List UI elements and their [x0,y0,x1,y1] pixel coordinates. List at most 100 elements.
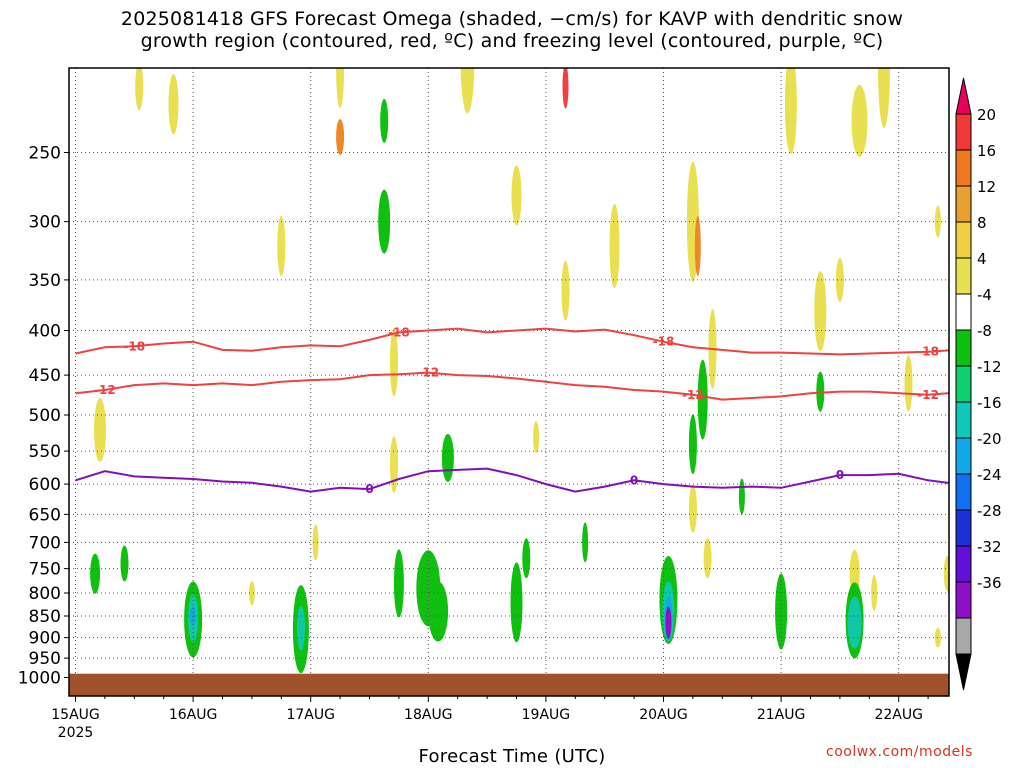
colorbar-label: -8 [977,322,992,340]
omega-cell [561,260,570,321]
omega-shading [84,0,1013,674]
omega-cell [390,436,398,493]
ground-fill [69,673,949,696]
colorbar-label: 16 [977,142,996,160]
colorbar-label: -36 [977,574,1002,592]
y-tick-label: 800 [29,584,61,604]
colorbar-swatch [955,401,972,439]
omega-cell [555,0,567,15]
omega-cell [771,68,772,69]
x-tick-label: 21AUG [757,707,806,723]
y-tick-label: 750 [29,560,61,580]
colorbar-swatch [955,113,972,151]
y-tick-label: 600 [29,475,61,495]
omega-cell [393,549,404,618]
omega-cell [336,119,345,155]
omega-cell [378,189,391,254]
colorbar-swatch [955,149,972,187]
omega-cell [784,68,797,155]
omega-cell [94,397,106,462]
colorbar-swatch [955,257,972,295]
omega-cell [918,68,919,69]
omega-cell [904,355,913,412]
omega-cell [1001,599,1013,651]
colorbar-label: -4 [977,286,992,304]
omega-cell [798,31,804,67]
omega-cell [312,524,319,561]
omega-cell [511,165,522,226]
omega-cell [694,216,701,276]
x-axis: 15AUG 16AUG 17AUG 18AUG 19AUG 20AUG 21AUG 22AUG… [51,696,929,741]
omega-cell [459,0,467,27]
colorbar-label: 12 [977,178,996,196]
omega-cell [982,0,992,24]
credit-text: coolwx.com/models [826,744,973,760]
x-tick-label: 20AUG [639,707,688,723]
omega-cell [135,68,144,111]
y-tick-label: 850 [29,607,61,627]
x-year-label: 2025 [58,725,94,741]
colorbar-swatch [955,545,972,583]
x-tick-label: 19AUG [522,707,571,723]
omega-cell [522,538,531,579]
omega-cell [620,0,628,27]
y-tick-label: 300 [29,213,61,233]
omega-cell [390,328,398,397]
omega-cell [510,562,523,643]
omega-cell [688,484,697,533]
omega-cell [380,98,389,143]
omega-cell [703,538,712,579]
y-tick-label: 350 [29,271,61,291]
omega-cell [775,573,788,650]
colorbar-swatch [955,437,972,475]
x-tick-label: 16AUG [169,707,218,723]
contours: -18 -18 -18 -18 -12 -12 -12 -12 0 0 0 [75,325,949,496]
omega-cell [120,545,129,582]
x-tick-label: 15AUG [51,707,100,723]
y-tick-label: 1000 [18,669,61,689]
colorbar-label: 20 [977,106,996,124]
colorbar-label: -28 [977,502,1002,520]
y-tick-label: 400 [29,322,61,342]
chart-title: 2025081418 GFS Forecast Omega (shaded, −… [0,8,1024,52]
y-tick-label: 550 [29,442,61,462]
colorbar-swatch [955,473,972,511]
omega-cell [400,0,418,44]
omega-cell [90,553,101,594]
omega-cell [609,204,620,288]
colorbar-swatch [955,185,972,223]
contour-minus18-label: -18 [388,325,410,339]
omega-cell [336,68,345,108]
colorbar-bottom-arrow [955,653,972,691]
omega-cell [871,575,878,611]
colorbar-swatch [955,617,972,655]
omega-cell [955,0,961,47]
title-line-2: growth region (contoured, red, ºC) and f… [140,30,884,52]
y-tick-label: 650 [29,505,61,525]
colorbar-swatch [955,581,972,619]
omega-cell [835,257,844,302]
omega-cell [296,606,305,651]
contour-minus12-label: -12 [917,388,939,402]
colorbar-label: -32 [977,538,1002,556]
omega-cell [428,581,449,642]
omega-cell [665,606,672,639]
omega-cell [878,68,890,128]
omega-cell [460,68,475,114]
colorbar-swatch [955,293,972,331]
contour-minus18-line [75,327,949,356]
contour-freezing-label: 0 [365,482,373,496]
x-tick-label: 22AUG [874,707,923,723]
omega-cell [84,0,96,42]
omega-cell [490,0,504,35]
omega-cell [545,0,567,13]
contour-minus18-label: -18 [123,339,145,353]
colorbar-label: -12 [977,358,1002,376]
omega-cell [688,414,697,475]
colorbar-swatch [955,509,972,547]
contour-minus12-label: -12 [94,383,116,397]
colorbar-swatch [955,221,972,259]
omega-cell [697,359,708,440]
contour-freezing-label: 0 [630,473,638,487]
y-tick-label: 900 [29,629,61,649]
